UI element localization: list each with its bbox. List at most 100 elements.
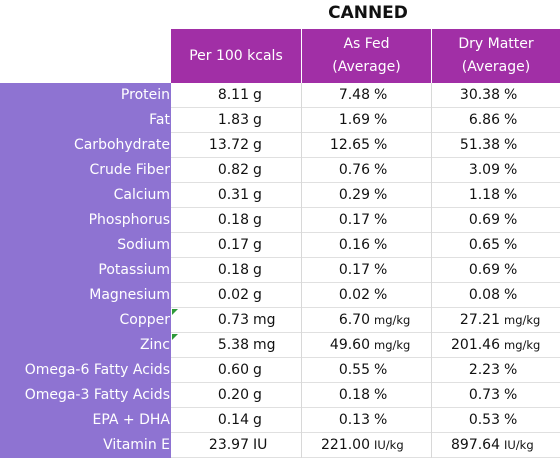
cell-per-100-kcals: 0.73 mg — [171, 308, 301, 333]
header-line1: Per 100 kcals — [189, 47, 283, 64]
cell-unit: % — [504, 212, 518, 228]
row-label: Fat — [149, 112, 170, 128]
cell-value: 0.18 — [338, 387, 370, 403]
cell-dry-matter: 1.18% — [432, 183, 560, 208]
cell-value: 0.65 — [468, 237, 500, 253]
cell-value: 12.65 — [329, 137, 370, 153]
cell-as-fed: 7.48% — [302, 83, 431, 108]
cell-dry-matter: 30.38% — [432, 83, 560, 108]
cell-value: 8.11 — [217, 87, 249, 103]
table-row: Omega-3 Fatty Acids 0.20 g 0.18% 0.73% — [0, 383, 560, 408]
row-label: Phosphorus — [88, 212, 170, 228]
cell-unit: IU/kg — [504, 438, 534, 452]
cell-value: 0.29 — [338, 187, 370, 203]
cell-as-fed: 1.69% — [302, 108, 431, 133]
cell-unit: % — [374, 412, 388, 428]
cell-unit: % — [504, 187, 518, 203]
cell-value: 201.46 — [451, 337, 500, 353]
cell-unit: g — [253, 287, 262, 303]
cell-unit: g — [253, 387, 262, 403]
cell-value: 7.48 — [338, 87, 370, 103]
cell-unit: % — [504, 412, 518, 428]
cell-value: 51.38 — [459, 137, 500, 153]
cell-value: 0.18 — [217, 212, 249, 228]
cell-dry-matter: 6.86% — [432, 108, 560, 133]
table-row: Vitamin E 23.97 IU 221.00 IU/kg 897.64 IU/kg — [0, 433, 560, 458]
cell-value: 13.72 — [208, 137, 249, 153]
row-label: Potassium — [98, 262, 170, 278]
cell-dry-matter: 51.38% — [432, 133, 560, 158]
cell-as-fed: 49.60 mg/kg — [302, 333, 431, 358]
cell-value: 0.82 — [217, 162, 249, 178]
row-label: Omega-3 Fatty Acids — [24, 387, 170, 403]
cell-value: 0.31 — [217, 187, 249, 203]
cell-value: 0.55 — [338, 362, 370, 378]
cell-per-100-kcals: 0.18 g — [171, 258, 301, 283]
header-line2: (Average) — [332, 59, 401, 75]
cell-as-fed: 0.29% — [302, 183, 431, 208]
cell-unit: g — [253, 87, 262, 103]
cell-as-fed: 0.18% — [302, 383, 431, 408]
header-line1: Dry Matter — [458, 36, 534, 52]
cell-value: 1.69 — [338, 112, 370, 128]
cell-value: 23.97 — [208, 437, 249, 453]
row-label: Sodium — [117, 237, 170, 253]
row-label: EPA + DHA — [92, 412, 171, 428]
row-label: Crude Fiber — [89, 162, 170, 178]
cell-unit: % — [374, 187, 388, 203]
row-divider — [171, 432, 560, 433]
cell-per-100-kcals: 0.31 g — [171, 183, 301, 208]
cell-per-100-kcals: 0.17 g — [171, 233, 301, 258]
cell-dry-matter: 0.69% — [432, 208, 560, 233]
row-label: Calcium — [113, 187, 170, 203]
cell-unit: mg/kg — [504, 313, 541, 327]
cell-unit: % — [504, 137, 518, 153]
cell-as-fed: 0.13% — [302, 408, 431, 433]
cell-dry-matter: 0.73% — [432, 383, 560, 408]
table-row: Potassium 0.18 g 0.17% 0.69% — [0, 258, 560, 283]
row-label: Copper — [119, 312, 170, 328]
row-divider — [171, 157, 560, 158]
cell-value: 0.60 — [217, 362, 249, 378]
cell-value: 0.69 — [468, 212, 500, 228]
cell-value: 27.21 — [459, 312, 500, 328]
table-row: EPA + DHA 0.14 g 0.13% 0.53% — [0, 408, 560, 433]
cell-per-100-kcals: 0.14 g — [171, 408, 301, 433]
table-row: Carbohydrate 13.72 g 12.65% 51.38% — [0, 133, 560, 158]
cell-value: 0.73 — [468, 387, 500, 403]
cell-value: 0.02 — [217, 287, 249, 303]
header-dry-matter: Dry Matter (Average) — [432, 29, 560, 83]
row-label: Protein — [120, 87, 170, 103]
cell-dry-matter: 3.09% — [432, 158, 560, 183]
cell-unit: mg/kg — [374, 338, 411, 352]
cell-unit: g — [253, 212, 262, 228]
cell-unit: mg/kg — [504, 338, 541, 352]
cell-value: 0.13 — [338, 412, 370, 428]
header-as-fed: As Fed (Average) — [302, 29, 431, 83]
cell-unit: % — [374, 362, 388, 378]
row-label: Carbohydrate — [73, 137, 170, 153]
cell-unit: g — [253, 412, 262, 428]
column-divider — [431, 83, 432, 458]
cell-value: 0.16 — [338, 237, 370, 253]
cell-value: 0.08 — [468, 287, 500, 303]
header-line1: As Fed — [343, 36, 390, 52]
cell-unit: % — [374, 287, 388, 303]
cell-as-fed: 12.65% — [302, 133, 431, 158]
cell-as-fed: 0.76% — [302, 158, 431, 183]
cell-value: 0.14 — [217, 412, 249, 428]
cell-dry-matter: 897.64 IU/kg — [432, 433, 560, 458]
cell-value: 1.18 — [468, 187, 500, 203]
row-divider — [171, 207, 560, 208]
cell-value: 6.70 — [338, 312, 370, 328]
row-divider — [171, 357, 560, 358]
cell-value: 30.38 — [459, 87, 500, 103]
row-divider — [171, 407, 560, 408]
cell-value: 0.20 — [217, 387, 249, 403]
row-divider — [171, 257, 560, 258]
cell-per-100-kcals: 0.82 g — [171, 158, 301, 183]
header-per-100-kcals: Per 100 kcals — [171, 29, 301, 83]
cell-as-fed: 221.00 IU/kg — [302, 433, 431, 458]
cell-per-100-kcals: 0.02 g — [171, 283, 301, 308]
cell-per-100-kcals: 0.18 g — [171, 208, 301, 233]
